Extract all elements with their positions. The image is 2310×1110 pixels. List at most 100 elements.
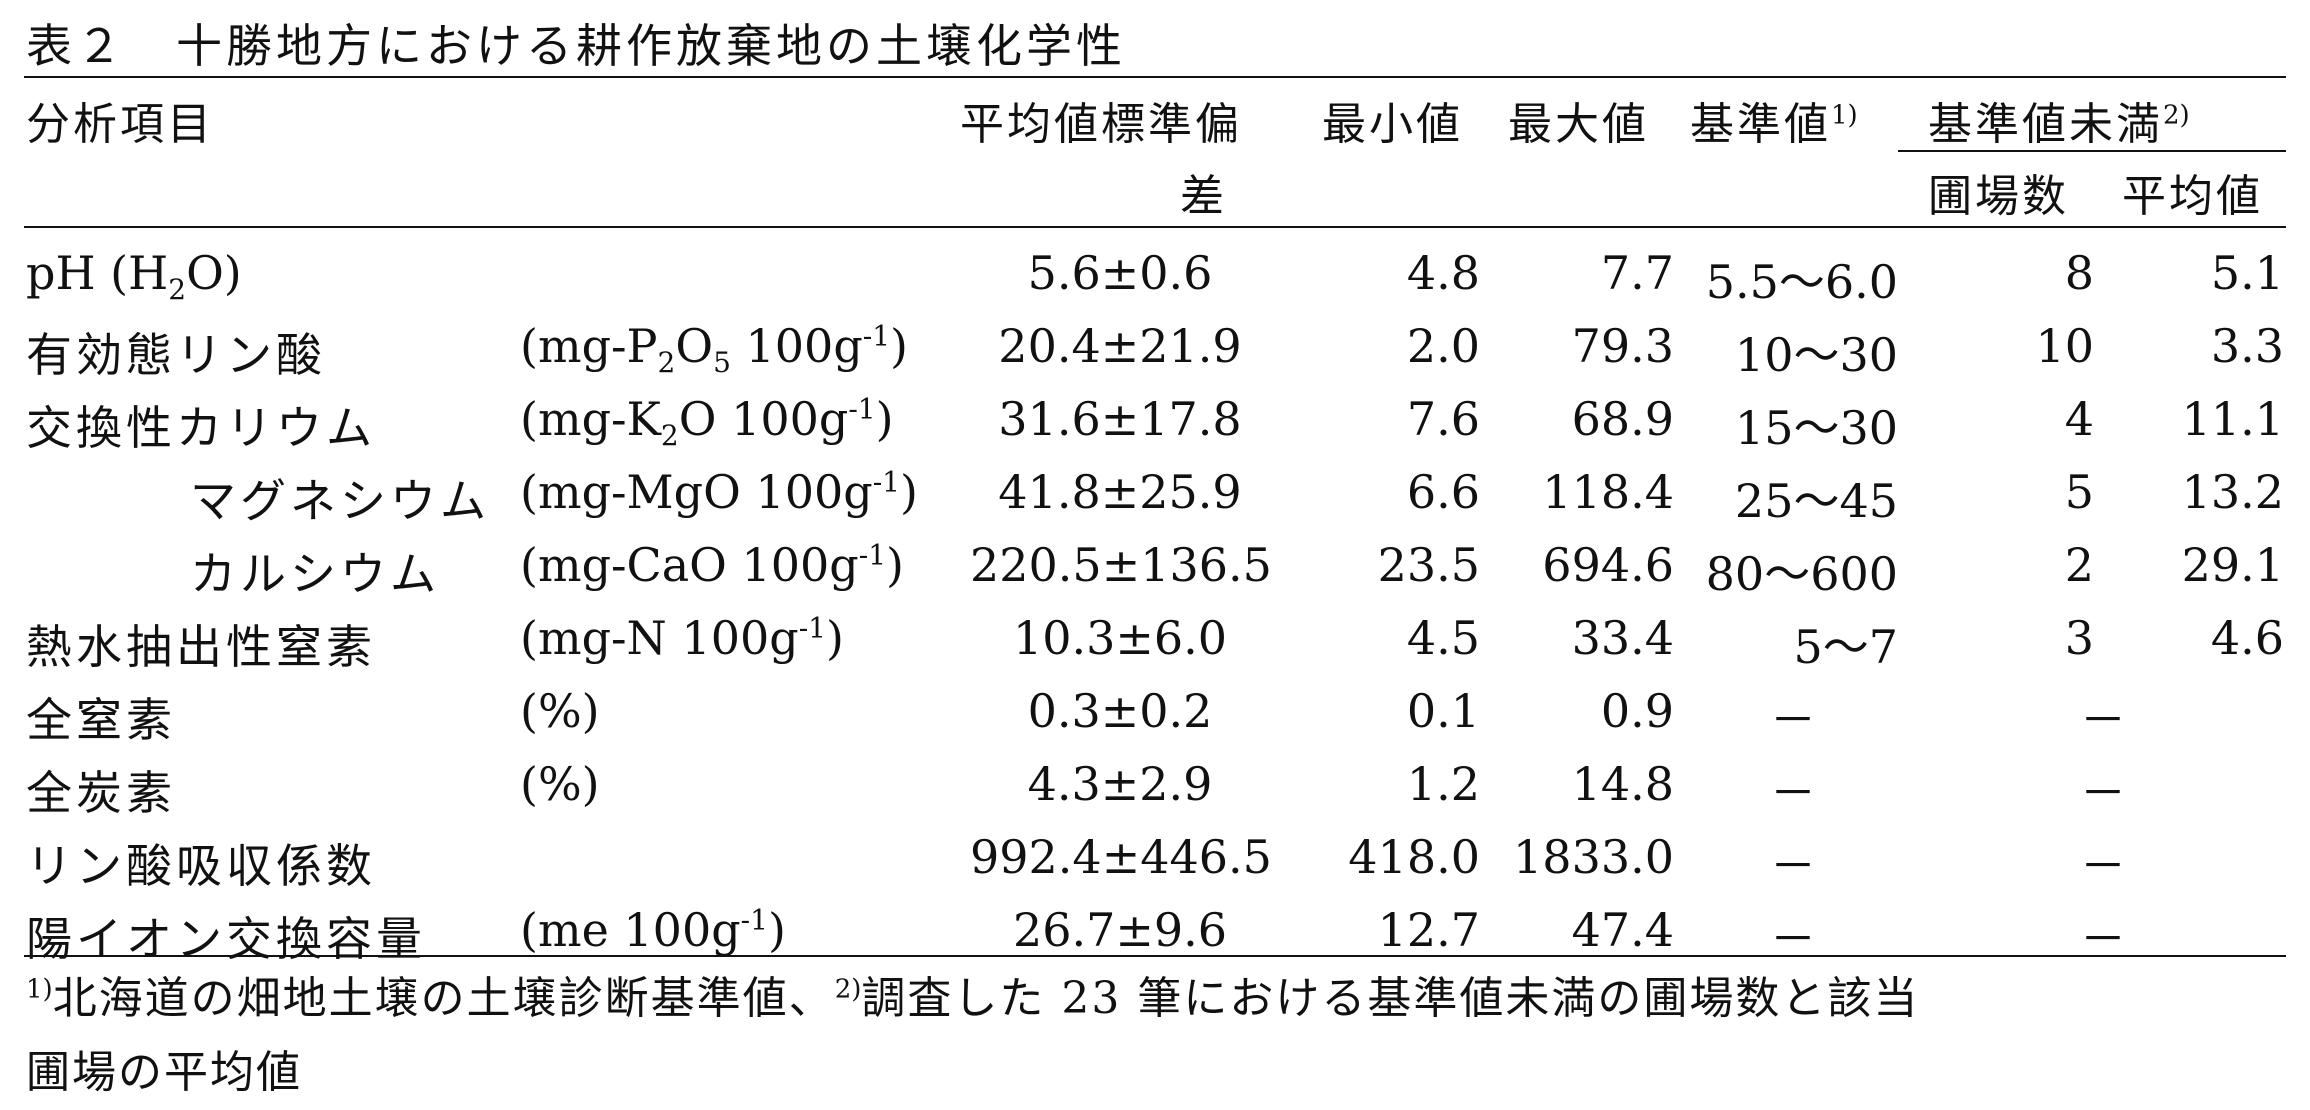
unit-subscript: 2 (660, 419, 679, 453)
cell-field-count: 4 (2064, 392, 2094, 446)
unit-text-end: ) (886, 538, 904, 592)
unit-text: (mg-MgO 100g (520, 465, 873, 519)
top-rule (24, 76, 2286, 78)
header-below-standard: 基準値未満2) (1928, 88, 2190, 152)
unit-text: (mg-N 100g (520, 611, 799, 665)
cell-min: 6.6 (1406, 465, 1480, 519)
row-item-name: 全炭素 (26, 757, 176, 823)
cell-field-count: － (2080, 912, 2126, 966)
unit-text: (mg-CaO 100g (520, 538, 859, 592)
row-item-name: 熱水抽出性窒素 (26, 611, 376, 677)
cell-standard: 25～45 (1734, 474, 1898, 528)
unit-text-end: ) (875, 392, 894, 446)
row-unit: (mg-P2O5 100g-1) (520, 319, 908, 377)
cell-field-count: 5 (2064, 465, 2094, 519)
unit-superscript: -1 (798, 611, 826, 645)
cell-min: 4.8 (1406, 246, 1480, 300)
cell-field-count: － (2080, 839, 2126, 893)
item-name-text: カルシウム (190, 547, 440, 601)
row-item-name: pH (H2O) (26, 246, 242, 304)
footnote-2-mark: 2) (834, 974, 862, 1005)
cell-min: 418.0 (1348, 830, 1480, 884)
cell-average: 3.3 (2210, 319, 2284, 373)
header-standard-label: 基準値 (1690, 99, 1831, 150)
cell-field-count: 2 (2064, 538, 2094, 592)
unit-text-end: ) (767, 903, 786, 957)
cell-mean-sd: 992.4±446.5 (970, 830, 1272, 884)
cell-max: 694.6 (1542, 538, 1674, 592)
cell-max: 118.4 (1542, 465, 1674, 519)
cell-standard: － (1770, 839, 1816, 893)
row-unit: (mg-N 100g-1) (520, 611, 844, 665)
unit-text: (me 100g (520, 903, 741, 957)
cell-average: 4.6 (2210, 611, 2284, 665)
header-rule (24, 226, 2286, 228)
cell-average: 29.1 (2181, 538, 2284, 592)
footnote-mark-2: 2) (2163, 100, 2190, 131)
cell-mean-sd: 41.8±25.9 (998, 465, 1242, 519)
item-name-text: 熱水抽出性窒素 (26, 620, 376, 674)
row-item-name: 陽イオン交換容量 (26, 903, 426, 969)
sub-header-rule (1898, 150, 2286, 152)
footnote-mark-1: 1) (1831, 100, 1858, 131)
cell-field-count: － (2080, 693, 2126, 747)
unit-text: (mg-K (520, 392, 661, 446)
cell-average: 13.2 (2181, 465, 2284, 519)
header-field-count: 圃場数 (1928, 171, 2069, 222)
unit-text-post: 100g (716, 392, 849, 446)
header-below-label: 基準値未満 (1928, 99, 2163, 150)
item-name-text: 全窒素 (26, 693, 176, 747)
unit-text-mid: O (678, 392, 717, 446)
cell-max: 1833.0 (1513, 830, 1674, 884)
cell-min: 23.5 (1377, 538, 1480, 592)
unit-text-mid: O (675, 319, 714, 373)
cell-min: 7.6 (1406, 392, 1480, 446)
row-unit: (%) (520, 684, 600, 738)
item-name-text: 交換性カリウム (26, 401, 376, 455)
cell-mean-sd: 26.7±9.6 (1012, 903, 1228, 957)
cell-mean-sd: 4.3±2.9 (1027, 757, 1213, 811)
cell-mean-sd: 31.6±17.8 (998, 392, 1242, 446)
cell-max: 47.4 (1571, 903, 1674, 957)
row-item-name: マグネシウム (190, 465, 490, 531)
item-name-text: マグネシウム (190, 474, 490, 528)
item-name-text: 陽イオン交換容量 (26, 912, 426, 966)
cell-max: 7.7 (1600, 246, 1674, 300)
cell-max: 33.4 (1571, 611, 1674, 665)
row-item-name: リン酸吸収係数 (26, 830, 376, 896)
unit-text-end: ) (890, 319, 908, 373)
row-unit: (mg-K2O 100g-1) (520, 392, 894, 450)
header-max: 最大値 (1508, 99, 1649, 150)
header-min: 最小値 (1322, 99, 1463, 150)
row-item-name: カルシウム (190, 538, 440, 604)
cell-field-count: 10 (2035, 319, 2094, 373)
cell-mean-sd: 0.3±0.2 (1027, 684, 1213, 738)
row-item-name: 交換性カリウム (26, 392, 376, 458)
item-name-text: pH (H (26, 246, 169, 300)
cell-average: 11.1 (2181, 392, 2284, 446)
table-title: 表２ 十勝地方における耕作放棄地の土壌化学性 (26, 19, 1126, 73)
footnote-line-1: 1)北海道の畑地土壌の土壌診断基準値、2)調査した 23 筆における基準値未満の… (26, 962, 1919, 1026)
cell-standard: 15～30 (1734, 401, 1898, 455)
cell-max: 68.9 (1571, 392, 1674, 446)
unit-superscript: -1 (872, 465, 900, 499)
cell-mean-sd: 220.5±136.5 (970, 538, 1272, 592)
unit-text-end: ) (899, 465, 918, 519)
unit-text: (%) (520, 757, 600, 811)
cell-standard: 5～7 (1793, 620, 1898, 674)
footnote-1-text: 北海道の畑地土壌の土壌診断基準値、 (52, 973, 835, 1024)
row-unit: (mg-MgO 100g-1) (520, 465, 918, 519)
header-mean-sd: 平均値標準偏 (960, 99, 1242, 150)
cell-standard: － (1770, 766, 1816, 820)
unit-superscript: -1 (862, 319, 891, 353)
unit-subscript-2: 5 (713, 346, 731, 380)
header-average: 平均値 (2122, 171, 2263, 222)
cell-max: 79.3 (1571, 319, 1674, 373)
header-standard: 基準値1) (1690, 88, 1858, 152)
cell-standard: － (1770, 912, 1816, 966)
cell-min: 12.7 (1377, 903, 1480, 957)
cell-standard: 10～30 (1734, 328, 1898, 382)
footnote-2-text: 調査した 23 筆における基準値未満の圃場数と該当 (861, 973, 1920, 1024)
row-item-name: 有効態リン酸 (26, 319, 326, 385)
